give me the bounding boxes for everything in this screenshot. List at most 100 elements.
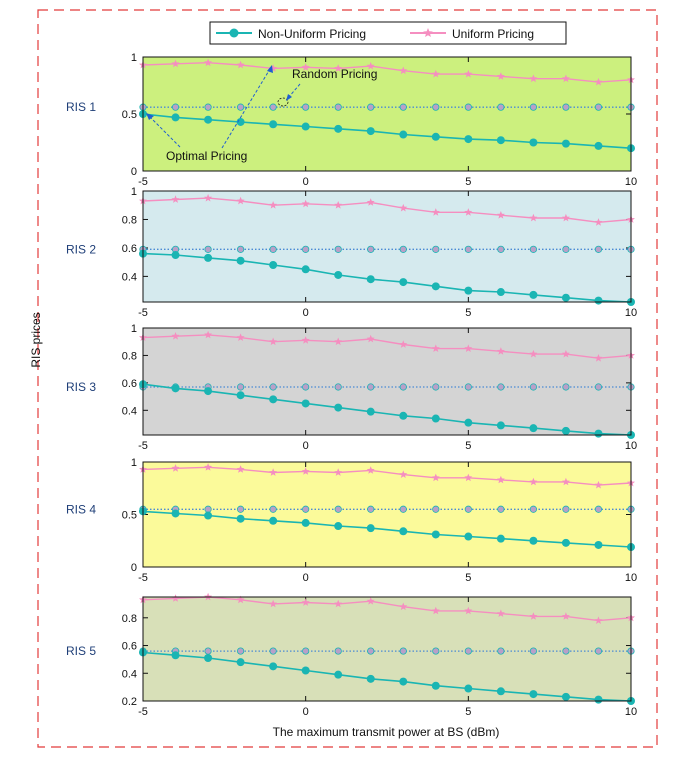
random-marker (594, 383, 603, 391)
non-uniform-circle-marker (269, 395, 278, 404)
uniform-star-marker (464, 606, 473, 615)
plot-background (143, 597, 631, 701)
uniform-star-marker (464, 344, 473, 352)
non-uniform-circle-marker (561, 139, 570, 148)
random-marker (367, 103, 375, 111)
uniform-star-marker (334, 468, 343, 476)
y-tick-label: 0.8 (122, 613, 137, 625)
panel-label: RIS 3 (66, 380, 96, 394)
random-marker (269, 383, 277, 391)
random-marker (204, 647, 212, 655)
series-line-non-uniform (142, 113, 632, 149)
uniform-star-marker (236, 595, 245, 604)
random-marker (594, 103, 603, 111)
uniform-star-marker (366, 198, 375, 206)
series-line-uniform (142, 197, 632, 224)
uniform-star-marker (594, 616, 603, 624)
random-marker (562, 647, 570, 655)
legend-box (209, 21, 567, 45)
non-uniform-circle-marker (431, 282, 440, 291)
uniform-star-marker (204, 193, 213, 202)
uniform-star-marker (561, 349, 570, 358)
uniform-star-marker (431, 344, 440, 352)
random-marker (562, 245, 570, 253)
non-uniform-circle-marker (171, 113, 180, 122)
non-uniform-circle-marker (561, 426, 570, 435)
non-uniform-circle-marker (171, 384, 180, 393)
uniform-star-marker (269, 468, 278, 476)
non-uniform-circle-marker (204, 511, 213, 520)
non-uniform-circle-marker (334, 124, 343, 133)
random-marker (497, 505, 505, 513)
uniform-star-marker (431, 473, 440, 482)
plot-background (143, 462, 631, 567)
x-tick-label: 5 (465, 176, 471, 188)
uniform-star-marker (399, 66, 408, 75)
legend-label-non-uniform: Non-Uniform Pricing (258, 27, 366, 41)
non-uniform-circle-marker (529, 424, 538, 433)
series-line-non-uniform (142, 383, 632, 436)
random-marker (269, 103, 277, 111)
x-tick-label: 0 (303, 176, 309, 188)
random-marker (497, 245, 505, 253)
uniform-star-marker (464, 208, 473, 216)
non-uniform-circle-marker (204, 115, 213, 124)
x-tick-label: 0 (303, 307, 309, 319)
non-uniform-circle-marker (204, 387, 213, 396)
random-marker (562, 383, 570, 391)
y-tick-label: 0.6 (122, 641, 137, 653)
non-uniform-circle-marker (399, 677, 408, 686)
random-marker (237, 647, 245, 655)
optimal-pricing-arrowhead-left (146, 113, 154, 120)
panel-label: RIS 2 (66, 242, 96, 256)
non-uniform-circle-marker (594, 695, 603, 704)
uniform-star-marker (236, 196, 245, 205)
random-marker (464, 103, 472, 111)
uniform-star-marker (594, 480, 603, 489)
uniform-star-marker (204, 58, 213, 67)
y-tick-label: 0.8 (122, 350, 137, 362)
random-marker (432, 245, 440, 253)
uniform-star-marker (496, 72, 505, 80)
random-marker (529, 103, 538, 111)
non-uniform-circle-marker (464, 684, 473, 693)
uniform-star-marker (236, 333, 245, 341)
non-uniform-circle-marker (334, 270, 343, 279)
series-line-uniform (142, 334, 632, 359)
y-axis-title: RIS prices (29, 312, 43, 367)
x-tick-label: 5 (465, 572, 471, 584)
uniform-star-marker (431, 606, 440, 615)
y-tick-label: 0.6 (122, 243, 137, 255)
annotations: Random Pricing Optimal Pricing (146, 65, 377, 163)
random-marker (497, 647, 505, 655)
random-marker (302, 383, 310, 391)
uniform-star-marker (301, 199, 310, 208)
random-marker (497, 383, 505, 391)
non-uniform-circle-marker (464, 418, 473, 427)
non-uniform-circle-marker (496, 687, 505, 696)
random-marker (562, 505, 570, 513)
random-marker (464, 383, 472, 391)
non-uniform-circle-marker (561, 538, 570, 547)
y-tick-label: 1 (131, 457, 137, 469)
random-marker (334, 647, 342, 655)
uniform-star-marker (529, 477, 538, 486)
x-tick-label: 5 (465, 706, 471, 718)
legend-label-uniform: Uniform Pricing (452, 27, 534, 41)
non-uniform-circle-marker (594, 141, 603, 150)
non-uniform-circle-marker (269, 516, 278, 525)
non-uniform-circle-marker (269, 120, 278, 129)
non-uniform-circle-marker (594, 540, 603, 549)
uniform-star-marker (269, 337, 278, 346)
x-tick-label: -5 (138, 176, 148, 188)
uniform-star-marker (366, 597, 375, 605)
non-uniform-circle-marker (529, 290, 538, 299)
random-marker (237, 103, 245, 111)
y-tick-label: 0.4 (122, 405, 137, 417)
x-tick-label: -5 (138, 706, 148, 718)
non-uniform-circle-marker (464, 532, 473, 541)
non-uniform-circle-marker (496, 136, 505, 145)
non-uniform-circle-marker (171, 509, 180, 518)
legend-entry-uniform: Uniform Pricing (410, 27, 534, 41)
